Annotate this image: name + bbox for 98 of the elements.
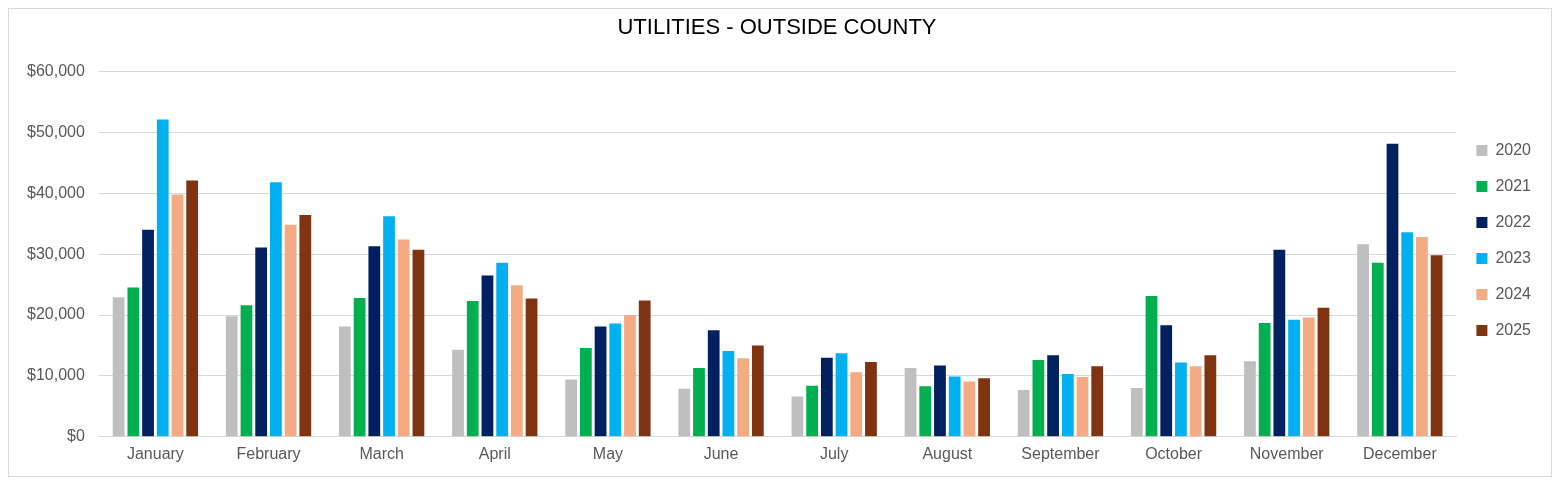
legend-label: 2024 (1495, 284, 1532, 302)
x-tick-label: August (922, 444, 973, 462)
bar (1061, 374, 1074, 437)
bar (1244, 361, 1256, 437)
bar (481, 275, 494, 437)
x-tick-label: October (1145, 444, 1203, 462)
bar (1189, 366, 1202, 437)
bar (948, 376, 961, 437)
y-tick-label: $20,000 (26, 305, 85, 323)
x-tick-label: November (1249, 444, 1325, 462)
bar (127, 287, 140, 437)
bar (1302, 317, 1315, 437)
legend-label: 2023 (1495, 248, 1532, 266)
bar (270, 182, 282, 437)
bar (339, 326, 351, 437)
legend-label: 2025 (1495, 320, 1532, 338)
bar (1416, 237, 1428, 437)
bar (565, 379, 578, 437)
y-tick-label: $60,000 (26, 61, 85, 79)
bar (1017, 389, 1030, 437)
legend-label: 2022 (1495, 212, 1532, 230)
bar (1258, 322, 1271, 437)
bar (353, 297, 366, 437)
bar (1076, 377, 1089, 437)
legend-label: 2020 (1495, 140, 1532, 158)
bar (678, 388, 691, 437)
bar (1204, 355, 1217, 437)
bar (496, 262, 509, 437)
bar (142, 229, 154, 437)
bar (299, 215, 312, 437)
bar (1317, 307, 1330, 437)
bar (186, 180, 199, 437)
bar (806, 385, 819, 437)
bar (452, 349, 464, 437)
bar (1288, 319, 1300, 437)
bar (156, 119, 169, 437)
chart-title: UTILITIES - OUTSIDE COUNTY (617, 14, 937, 40)
bar (1386, 143, 1399, 437)
bar (594, 326, 607, 437)
bar (1047, 355, 1059, 437)
bar (225, 316, 238, 437)
bar (112, 297, 125, 437)
bar (904, 367, 917, 437)
bar (1401, 232, 1414, 437)
bar (919, 386, 932, 437)
bar (865, 361, 877, 437)
y-tick-label: $30,000 (26, 244, 85, 262)
bar (624, 315, 636, 437)
bar (1032, 360, 1045, 437)
bar (466, 300, 479, 437)
bar (368, 246, 381, 437)
bar (1091, 366, 1104, 437)
x-tick-label: March (359, 444, 404, 462)
bar (525, 298, 538, 437)
bar (1145, 296, 1158, 437)
bar (1130, 388, 1143, 437)
bar (791, 396, 804, 437)
x-tick-label: May (592, 444, 624, 462)
bar (934, 365, 946, 437)
x-tick-label: September (1021, 444, 1101, 462)
bar (820, 357, 833, 437)
bar (722, 350, 735, 437)
bar (1273, 249, 1286, 437)
x-tick-label: April (478, 444, 511, 462)
bar (963, 381, 976, 437)
bar (284, 224, 297, 437)
y-tick-label: $40,000 (26, 183, 85, 201)
bar (383, 216, 395, 437)
x-tick-label: December (1362, 444, 1438, 462)
bar (510, 285, 523, 437)
y-tick-label: $50,000 (26, 122, 85, 140)
bar (579, 347, 592, 437)
x-tick-label: June (703, 444, 739, 462)
x-tick-label: February (236, 444, 301, 462)
bar (707, 330, 720, 437)
bar (412, 249, 425, 437)
bar (693, 367, 705, 437)
bar (255, 247, 268, 437)
bar (397, 239, 410, 437)
legend-label: 2021 (1495, 176, 1532, 194)
y-tick-label: $0 (67, 427, 85, 445)
bar (978, 378, 990, 437)
bar (751, 345, 764, 437)
bar (609, 323, 622, 437)
bar (1160, 325, 1173, 437)
x-tick-label: January (126, 444, 184, 462)
bar (638, 300, 651, 437)
bar (737, 358, 749, 437)
bar (1371, 262, 1384, 437)
y-tick-label: $10,000 (26, 366, 85, 384)
bar (1430, 255, 1443, 437)
bar (835, 353, 848, 437)
bar (171, 194, 184, 437)
bar (1175, 362, 1187, 437)
x-tick-label: July (819, 444, 849, 462)
bar (850, 372, 863, 437)
bar (240, 305, 253, 437)
bar (1357, 244, 1369, 437)
